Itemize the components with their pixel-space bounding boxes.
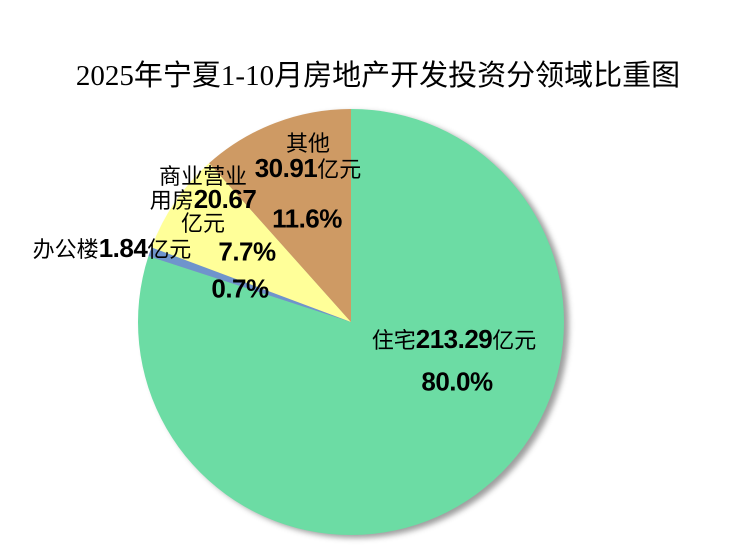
label-other-value: 30.91 xyxy=(254,153,318,183)
percent-commercial: 7.7% xyxy=(218,236,276,267)
percent-office: 0.7% xyxy=(211,273,269,304)
pie-slice-office xyxy=(148,247,351,322)
label-other-name: 其他 xyxy=(285,131,330,156)
label-commercial-line2: 用房20.67 xyxy=(149,186,257,213)
label-residential-value: 213.29 xyxy=(415,324,493,354)
pie-slice-commercial xyxy=(151,163,351,322)
label-office-unit: 亿元 xyxy=(147,237,192,262)
percent-residential: 80.0% xyxy=(421,366,493,397)
label-office-name: 办公楼 xyxy=(32,237,99,262)
pie-slice-other xyxy=(209,108,351,322)
label-residential: 住宅213.29亿元 xyxy=(371,326,537,353)
chart-title: 2025年宁夏1-10月房地产开发投资分领域比重图 xyxy=(75,60,681,92)
label-other-unit: 亿元 xyxy=(317,157,362,182)
label-commercial-name2: 用房 xyxy=(149,188,194,213)
label-commercial: 商业营业 用房20.67 亿元 xyxy=(150,165,257,235)
label-commercial-value: 20.67 xyxy=(193,184,257,214)
label-other-value-line: 30.91亿元 xyxy=(254,153,362,183)
pie-slice-residential xyxy=(137,109,564,535)
percent-other: 11.6% xyxy=(272,203,342,234)
label-residential-unit: 亿元 xyxy=(492,328,537,353)
label-office: 办公楼1.84亿元 xyxy=(32,235,192,262)
label-office-value: 1.84 xyxy=(98,233,148,263)
label-residential-name: 住宅 xyxy=(371,328,416,353)
label-commercial-line1: 商业营业 xyxy=(158,164,247,189)
label-commercial-unit: 亿元 xyxy=(180,211,225,236)
label-other: 其他 30.91亿元 xyxy=(255,132,362,182)
